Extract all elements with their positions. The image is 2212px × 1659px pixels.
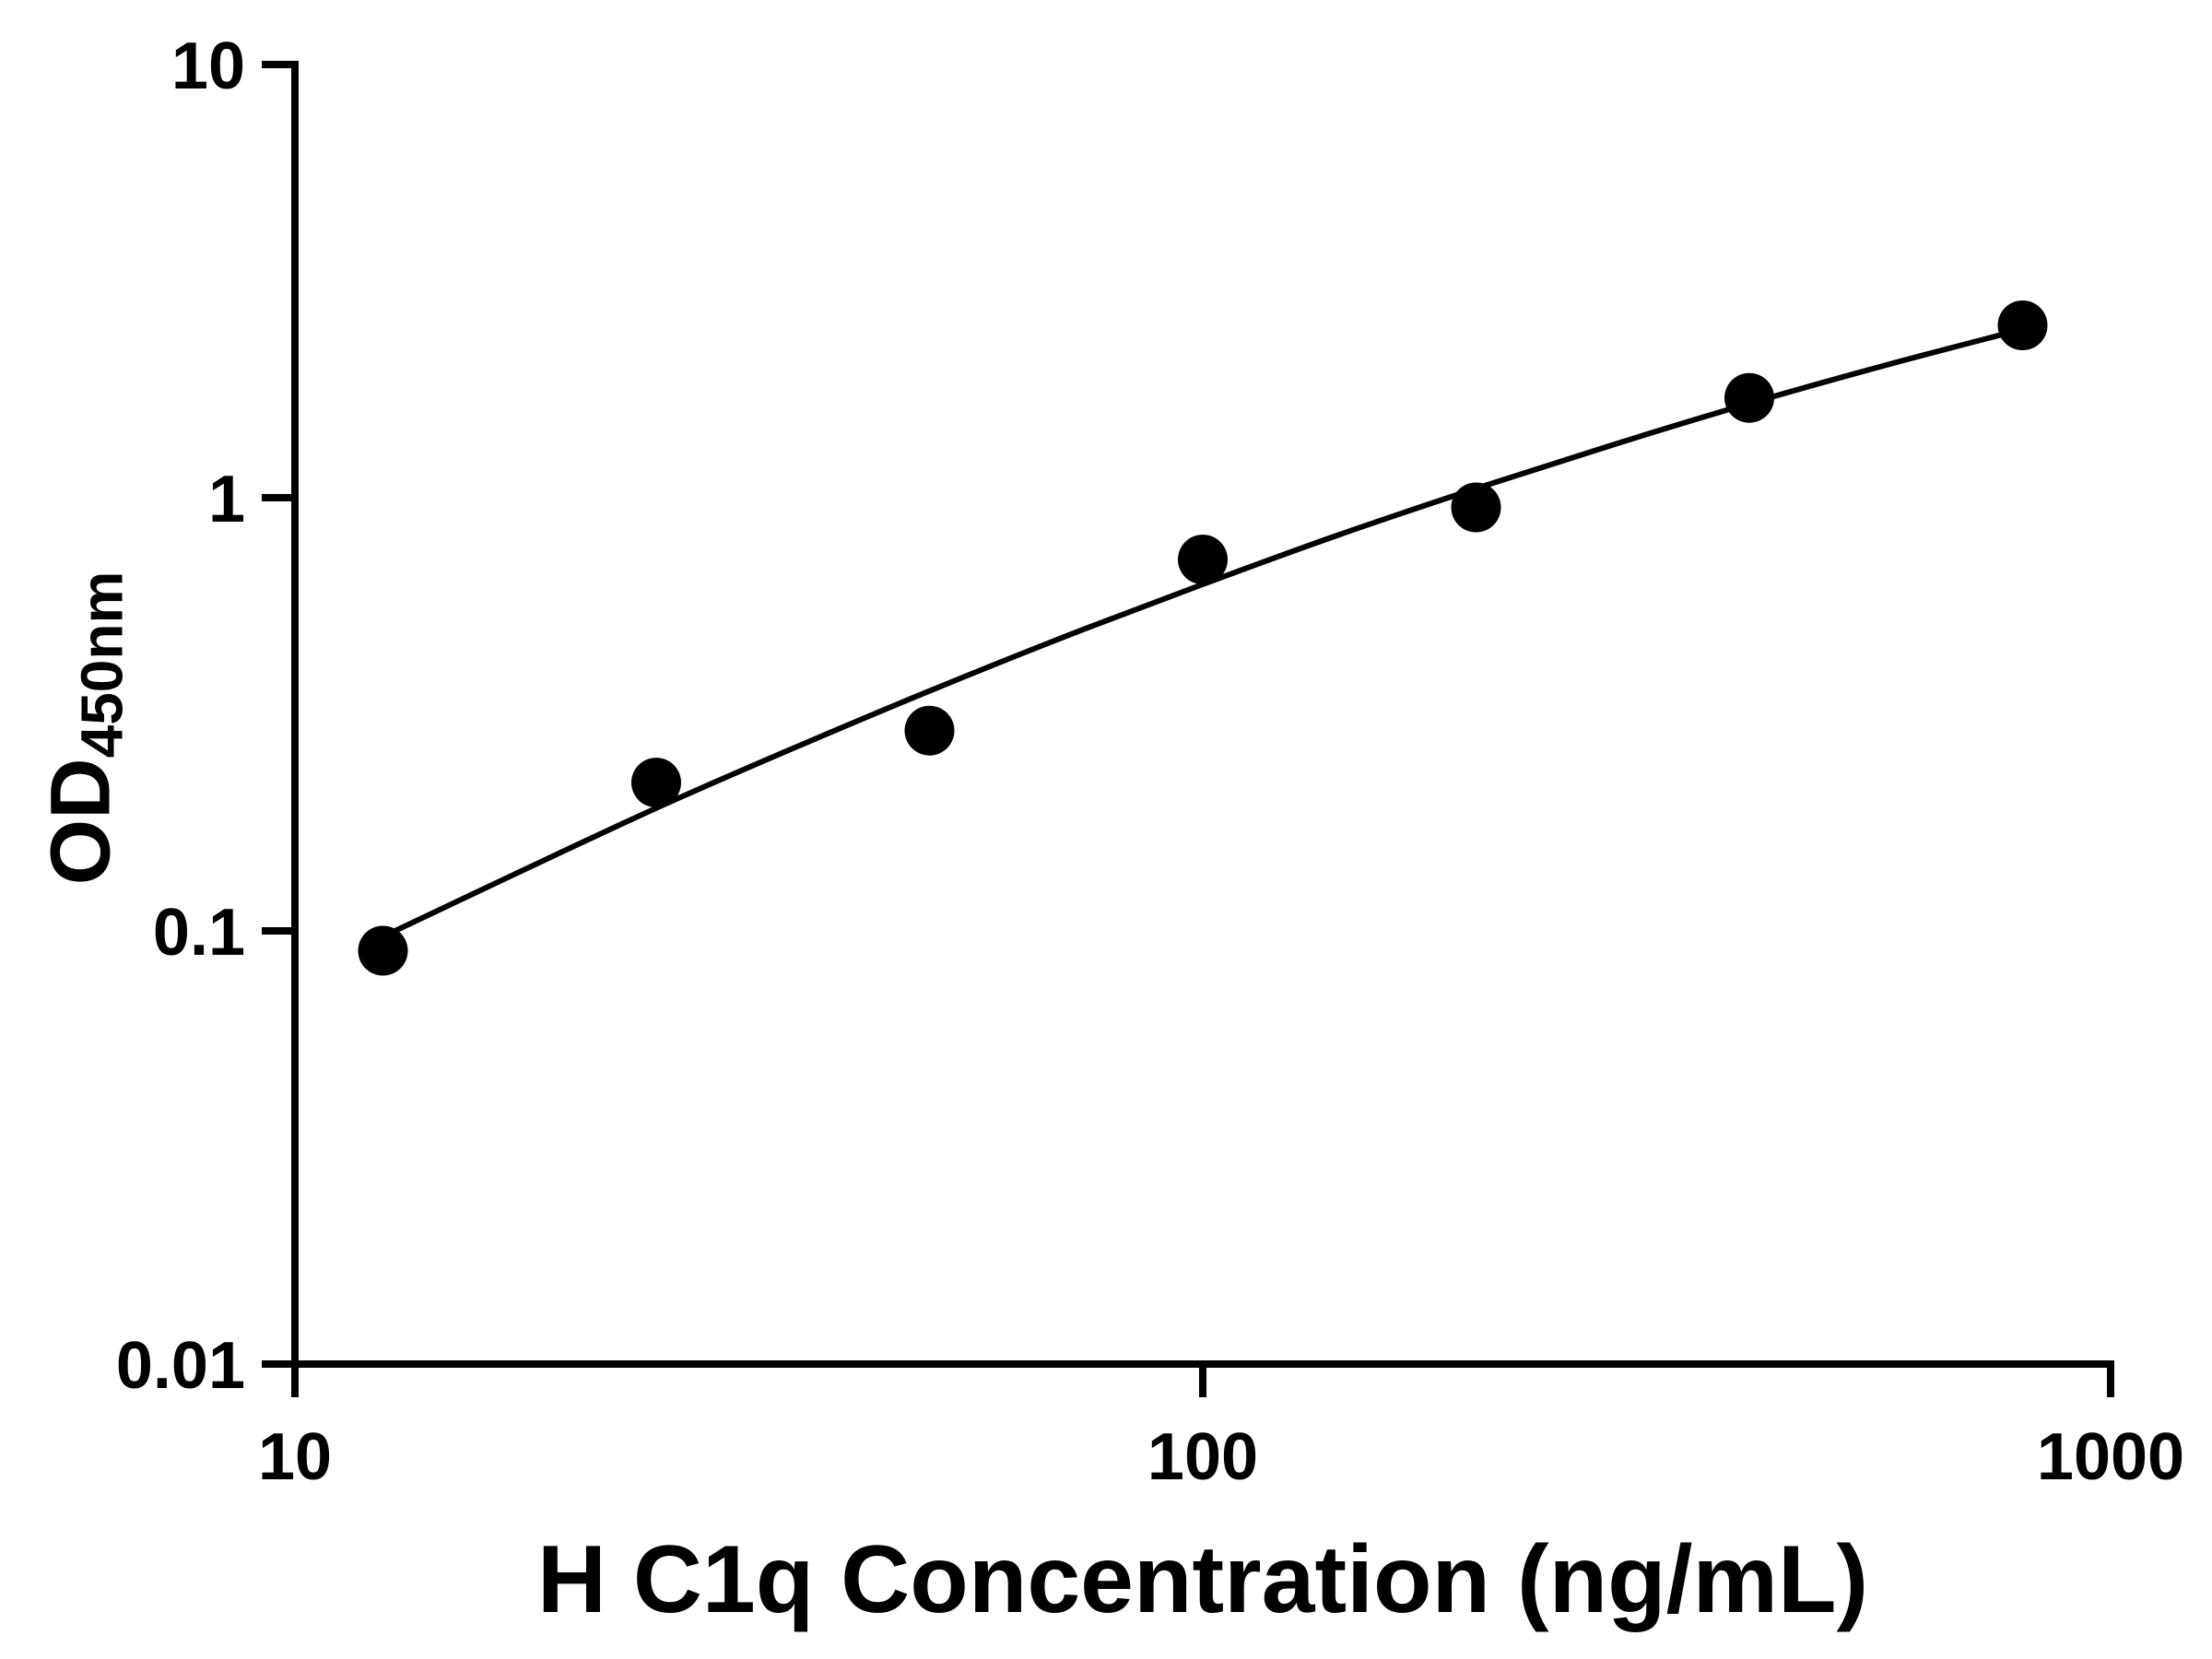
y-axis-title-subscript: 450nm [68,571,135,759]
data-point [1724,372,1774,423]
fit-curve [382,326,2024,939]
y-axis-title-main: OD [33,758,128,886]
data-point [1178,535,1228,585]
y-tick-label: 0.1 [153,896,245,970]
y-tick-label: 0.01 [116,1329,245,1403]
y-tick-label: 1 [208,463,245,536]
x-tick-label: 1000 [2037,1420,2184,1494]
x-tick-label: 100 [1147,1420,1258,1494]
y-axis-title: OD450nm [33,571,135,886]
x-tick-label: 10 [258,1420,332,1494]
data-point [1997,300,2048,350]
y-tick-label: 10 [171,29,245,103]
data-point [358,925,408,976]
data-point [1451,482,1501,533]
x-axis-title: H C1q Concentration (ng/mL) [536,1526,1869,1633]
data-point [631,758,681,808]
data-point [904,705,955,756]
